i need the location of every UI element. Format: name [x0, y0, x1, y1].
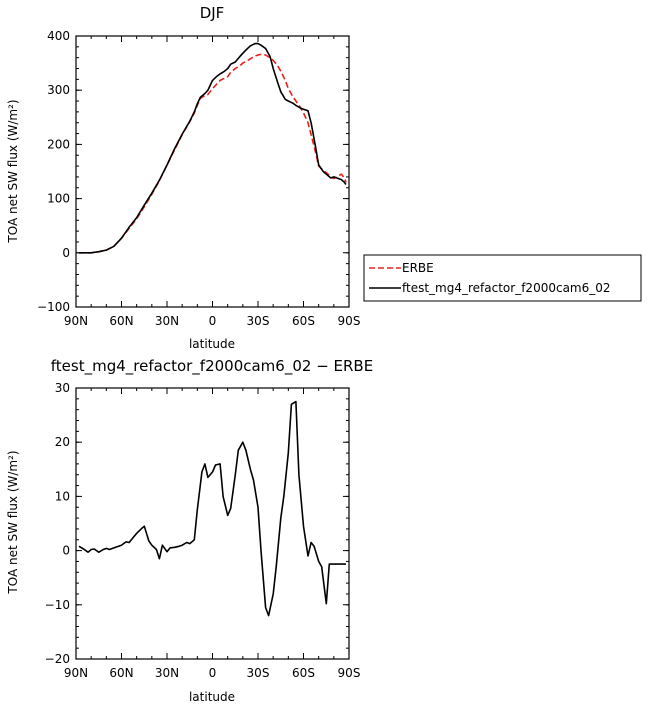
top-xtick-label: 30N: [155, 314, 179, 328]
bottom-chart-panel: ftest_mg4_refactor_f2000cam6_02 − ERBE T…: [6, 357, 373, 704]
top-xtick-label: 90N: [64, 314, 88, 328]
top-ytick-label: 200: [47, 137, 70, 151]
top-series-line-1: [79, 42, 347, 254]
top-xtick-label: 0: [209, 314, 217, 328]
bottom-chart-ytick-labels: −20 −10 0 10 20 30: [45, 381, 70, 666]
bottom-chart-title: ftest_mg4_refactor_f2000cam6_02 − ERBE: [51, 357, 373, 376]
legend-label-model: ftest_mg4_refactor_f2000cam6_02: [402, 281, 611, 295]
top-chart-xlabel: latitude: [189, 337, 235, 351]
legend-frame: [363, 254, 642, 302]
top-chart-legend[interactable]: ERBE ftest_mg4_refactor_f2000cam6_02: [363, 254, 642, 302]
bottom-ytick-label: 30: [55, 381, 70, 395]
bottom-xtick-label: 30S: [247, 666, 270, 680]
legend-label-erbe: ERBE: [402, 261, 434, 275]
top-chart-series: [79, 42, 347, 254]
top-xtick-label: 60N: [109, 314, 133, 328]
top-ytick-label: 0: [62, 246, 70, 260]
bottom-chart-xtick-labels: 90N 60N 30N 0 30S 60S 90S: [64, 666, 361, 680]
bottom-xtick-label: 90S: [338, 666, 361, 680]
bottom-xtick-label: 60N: [109, 666, 133, 680]
top-ytick-label: 300: [47, 83, 70, 97]
bottom-ytick-label: 10: [55, 489, 70, 503]
bottom-xtick-label: 30N: [155, 666, 179, 680]
bottom-chart-series: [78, 400, 346, 617]
top-xtick-label: 90S: [338, 314, 361, 328]
top-xtick-label: 30S: [247, 314, 270, 328]
top-ytick-label: 100: [47, 192, 70, 206]
top-series-line-0: [79, 53, 347, 254]
bottom-chart-xlabel: latitude: [189, 690, 235, 704]
top-xtick-label: 60S: [292, 314, 315, 328]
top-ytick-label: −100: [37, 300, 70, 314]
top-chart-ylabel: TOA net SW flux (W/m²): [6, 99, 20, 243]
bottom-xtick-label: 90N: [64, 666, 88, 680]
bottom-series-line-0: [78, 400, 346, 617]
bottom-ytick-label: −20: [45, 652, 70, 666]
top-chart-plot-frame: [75, 35, 350, 308]
bottom-xtick-label: 0: [209, 666, 217, 680]
top-chart-xtick-labels: 90N 60N 30N 0 30S 60S 90S: [64, 314, 361, 328]
bottom-xtick-label: 60S: [292, 666, 315, 680]
bottom-chart-ylabel: TOA net SW flux (W/m²): [6, 450, 20, 594]
bottom-chart-tick-marks: [75, 387, 350, 660]
bottom-ytick-label: 20: [55, 435, 70, 449]
bottom-chart-plot-frame: [75, 387, 350, 660]
top-chart-ytick-labels: −100 0 100 200 300 400: [37, 29, 70, 314]
top-ytick-label: 400: [47, 29, 70, 43]
bottom-ytick-label: 0: [62, 544, 70, 558]
top-chart-tick-marks: [75, 35, 350, 308]
top-chart-panel: DJF TOA net SW flux (W/m²) latitude 90N 6…: [6, 4, 360, 351]
top-chart-title: DJF: [200, 4, 225, 22]
bottom-ytick-label: −10: [45, 598, 70, 612]
